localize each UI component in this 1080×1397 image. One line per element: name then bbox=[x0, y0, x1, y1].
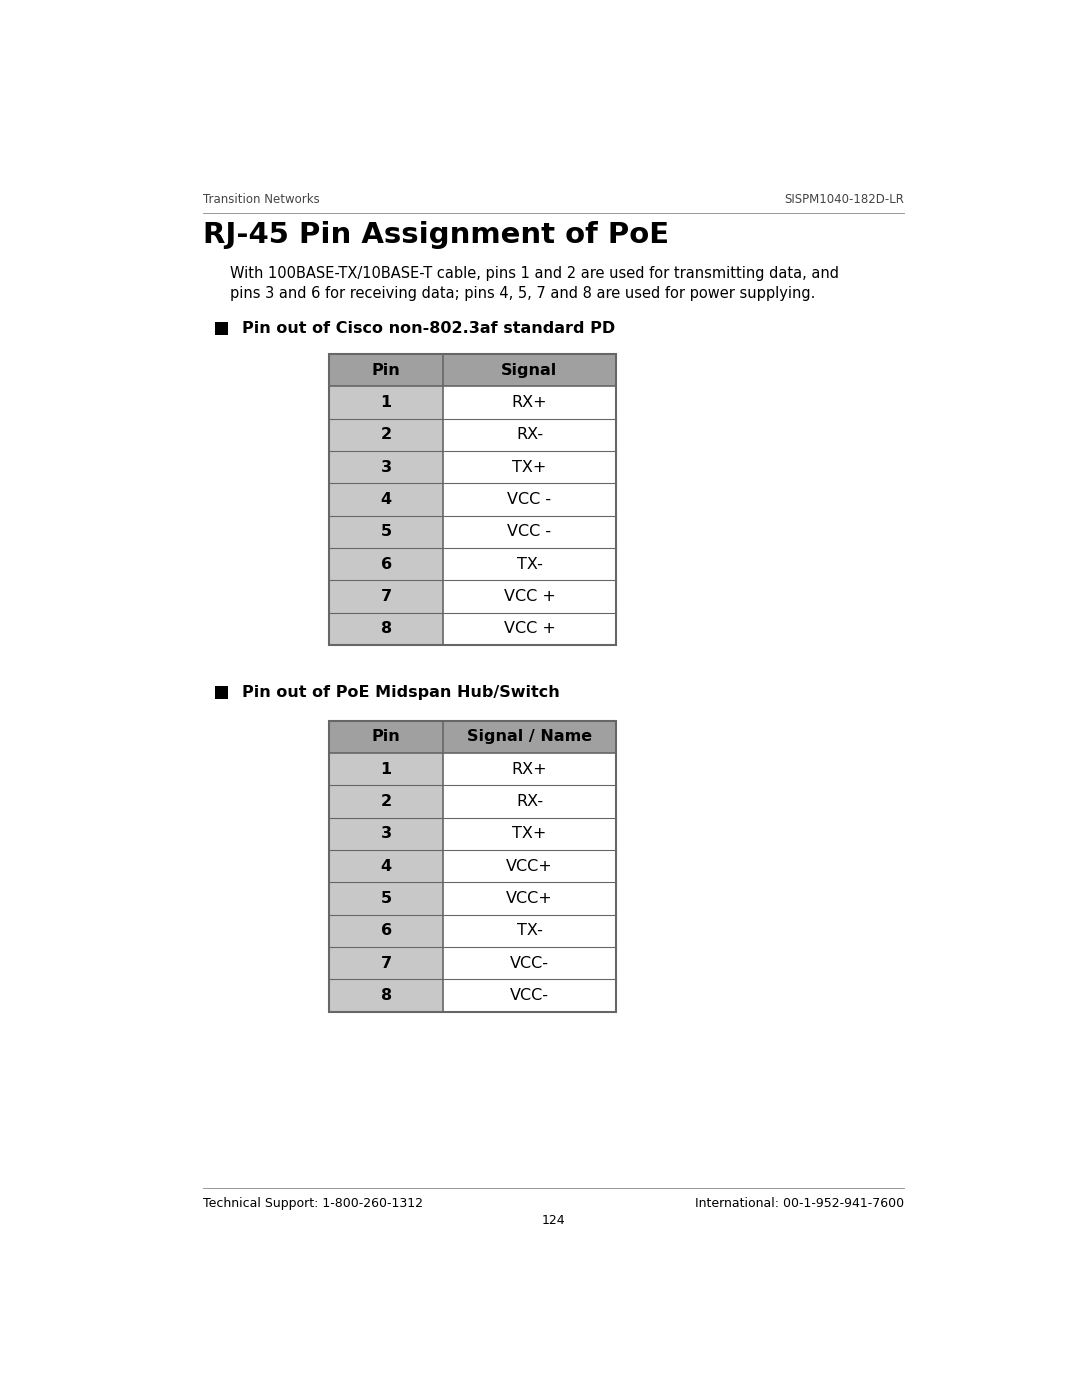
Text: Pin out of Cisco non-802.3af standard PD: Pin out of Cisco non-802.3af standard PD bbox=[242, 321, 615, 337]
Text: VCC+: VCC+ bbox=[507, 891, 553, 905]
Bar bbox=[444, 979, 616, 1011]
Bar bbox=[328, 882, 444, 915]
Bar bbox=[444, 915, 616, 947]
Text: 7: 7 bbox=[380, 956, 392, 971]
Text: International: 00-1-952-941-7600: International: 00-1-952-941-7600 bbox=[694, 1197, 904, 1210]
Text: 3: 3 bbox=[380, 460, 392, 475]
Text: VCC-: VCC- bbox=[510, 988, 549, 1003]
Text: VCC +: VCC + bbox=[503, 622, 555, 637]
Bar bbox=[328, 548, 444, 580]
Text: Pin: Pin bbox=[372, 363, 401, 377]
Text: 124: 124 bbox=[542, 1214, 565, 1227]
Text: 5: 5 bbox=[380, 891, 392, 905]
Text: SISPM1040-182D-LR: SISPM1040-182D-LR bbox=[784, 193, 904, 207]
Text: Transition Networks: Transition Networks bbox=[203, 193, 320, 207]
Bar bbox=[215, 323, 228, 335]
Bar bbox=[444, 947, 616, 979]
Bar bbox=[328, 515, 444, 548]
Text: RX-: RX- bbox=[516, 427, 543, 443]
Text: VCC +: VCC + bbox=[503, 590, 555, 604]
Text: 8: 8 bbox=[380, 622, 392, 637]
Bar bbox=[444, 882, 616, 915]
Bar bbox=[328, 419, 444, 451]
Bar bbox=[444, 817, 616, 849]
Text: 4: 4 bbox=[380, 859, 392, 873]
Bar bbox=[444, 753, 616, 785]
Bar bbox=[328, 721, 616, 753]
Bar bbox=[328, 353, 616, 645]
Text: 6: 6 bbox=[380, 556, 392, 571]
Text: 2: 2 bbox=[380, 427, 392, 443]
Bar bbox=[444, 849, 616, 882]
Text: 1: 1 bbox=[380, 761, 392, 777]
Bar bbox=[328, 483, 444, 515]
Bar bbox=[328, 353, 616, 387]
Bar bbox=[444, 483, 616, 515]
Text: 8: 8 bbox=[380, 988, 392, 1003]
Bar bbox=[328, 753, 444, 785]
Text: Signal / Name: Signal / Name bbox=[467, 729, 592, 745]
Bar bbox=[444, 548, 616, 580]
Text: VCC -: VCC - bbox=[508, 524, 552, 539]
Text: With 100BASE-TX/10BASE-T cable, pins 1 and 2 are used for transmitting data, and: With 100BASE-TX/10BASE-T cable, pins 1 a… bbox=[230, 265, 839, 281]
Bar bbox=[328, 613, 444, 645]
Bar bbox=[328, 451, 444, 483]
Bar bbox=[444, 515, 616, 548]
Text: Signal: Signal bbox=[501, 363, 557, 377]
Text: Technical Support: 1-800-260-1312: Technical Support: 1-800-260-1312 bbox=[203, 1197, 423, 1210]
Text: 3: 3 bbox=[380, 826, 392, 841]
Bar bbox=[328, 721, 616, 1011]
Text: 2: 2 bbox=[380, 793, 392, 809]
Bar bbox=[444, 387, 616, 419]
Text: TX-: TX- bbox=[516, 556, 542, 571]
Bar bbox=[328, 785, 444, 817]
Text: 7: 7 bbox=[380, 590, 392, 604]
Bar bbox=[328, 849, 444, 882]
Bar bbox=[215, 686, 228, 698]
Text: RJ-45 Pin Assignment of PoE: RJ-45 Pin Assignment of PoE bbox=[203, 221, 670, 249]
Text: 6: 6 bbox=[380, 923, 392, 939]
Bar bbox=[444, 419, 616, 451]
Text: RX+: RX+ bbox=[512, 395, 548, 409]
Bar bbox=[444, 785, 616, 817]
Text: RX-: RX- bbox=[516, 793, 543, 809]
Text: Pin: Pin bbox=[372, 729, 401, 745]
Bar bbox=[328, 979, 444, 1011]
Bar bbox=[328, 387, 444, 419]
Text: pins 3 and 6 for receiving data; pins 4, 5, 7 and 8 are used for power supplying: pins 3 and 6 for receiving data; pins 4,… bbox=[230, 286, 815, 302]
Bar bbox=[444, 580, 616, 613]
Text: 1: 1 bbox=[380, 395, 392, 409]
Bar bbox=[444, 613, 616, 645]
Text: 4: 4 bbox=[380, 492, 392, 507]
Bar bbox=[328, 580, 444, 613]
Text: VCC+: VCC+ bbox=[507, 859, 553, 873]
Text: TX+: TX+ bbox=[512, 826, 546, 841]
Text: Pin out of PoE Midspan Hub/Switch: Pin out of PoE Midspan Hub/Switch bbox=[242, 686, 559, 700]
Bar bbox=[328, 915, 444, 947]
Text: VCC -: VCC - bbox=[508, 492, 552, 507]
Text: TX+: TX+ bbox=[512, 460, 546, 475]
Bar bbox=[328, 817, 444, 849]
Text: 5: 5 bbox=[380, 524, 392, 539]
Text: RX+: RX+ bbox=[512, 761, 548, 777]
Text: VCC-: VCC- bbox=[510, 956, 549, 971]
Bar bbox=[444, 451, 616, 483]
Text: TX-: TX- bbox=[516, 923, 542, 939]
Bar bbox=[328, 947, 444, 979]
